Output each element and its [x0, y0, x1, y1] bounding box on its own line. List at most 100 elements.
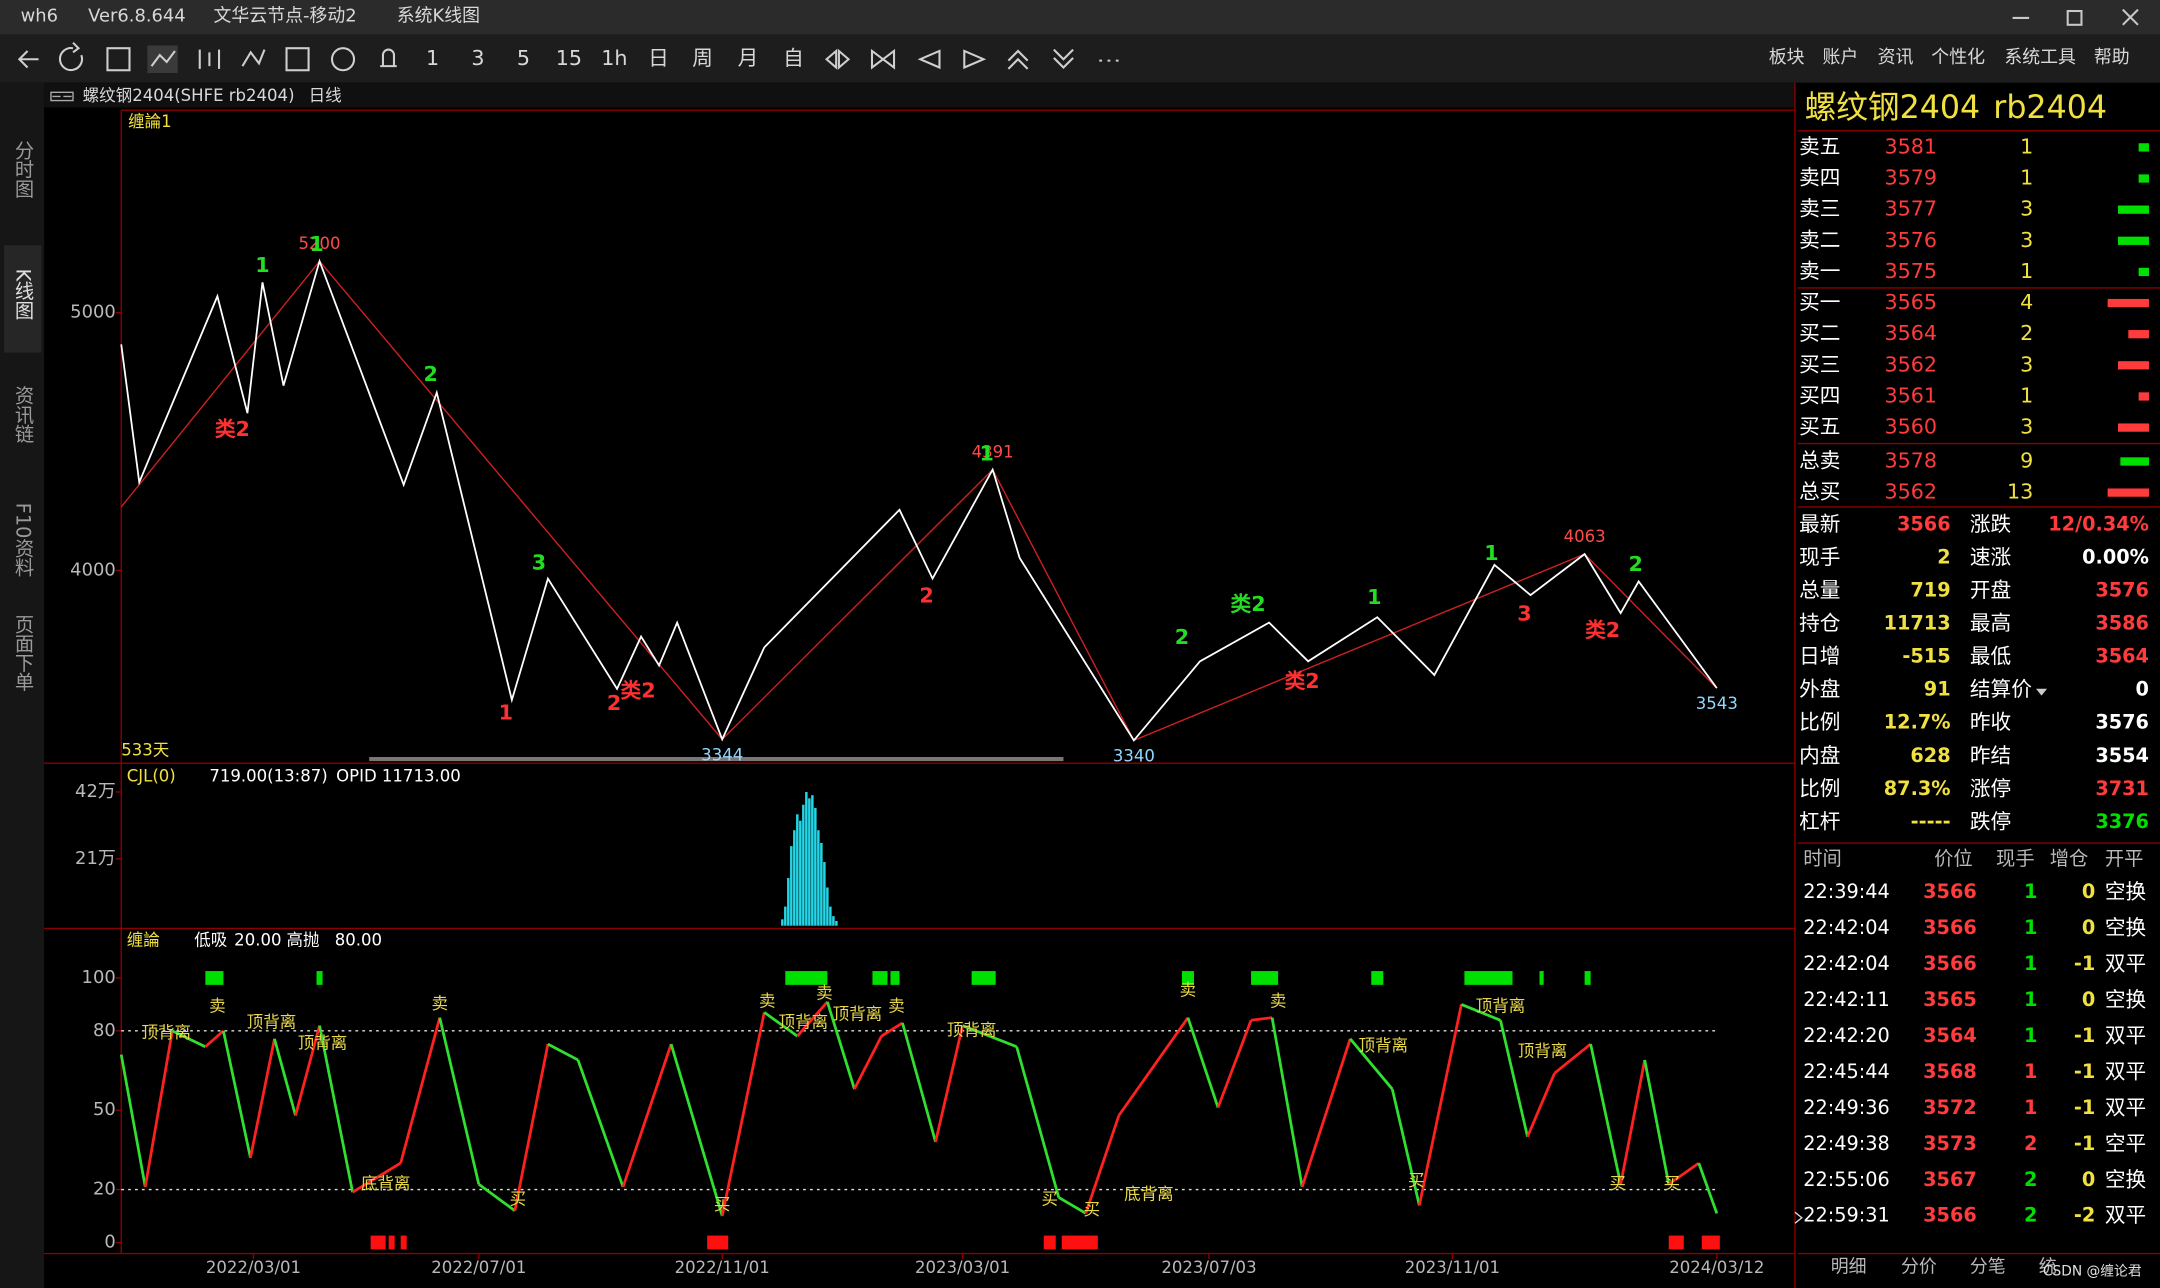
stat-label: 持仓: [1799, 611, 1841, 635]
toolbar-icons: [17, 41, 1119, 74]
book-price: 3562: [1884, 352, 1937, 376]
app-version: Ver6.8.644: [88, 6, 186, 27]
oscillator-segment: [318, 1025, 354, 1193]
alert-icon[interactable]: [380, 48, 397, 68]
left-icon[interactable]: [917, 49, 941, 70]
book-price: 3576: [1884, 228, 1937, 252]
book-qty: 3: [2020, 197, 2033, 221]
volume-bar: [823, 862, 826, 926]
menu-item[interactable]: 个性化: [1931, 47, 1985, 68]
menu-item[interactable]: 账户: [1822, 47, 1858, 68]
refresh-icon[interactable]: [58, 41, 83, 72]
price-line: [120, 260, 1718, 742]
indicator-select[interactable]: 缠論: [127, 930, 160, 949]
bottom-tab[interactable]: 分价: [1901, 1256, 1937, 1277]
oscillator-segment: [1270, 1017, 1304, 1188]
content: wh6 Ver6.8.644 文华云节点-移动2 系统K线图1 3 5 15 1h 日周月自板块…: [12, 6, 2149, 1279]
divergence-label: 卖: [759, 991, 776, 1010]
period-select[interactable]: 日线: [309, 86, 342, 105]
menu-item[interactable]: 板块: [1769, 47, 1805, 68]
side-tab[interactable]: K线图: [12, 269, 35, 320]
up-icon[interactable]: [1007, 49, 1029, 70]
period-button[interactable]: 1: [426, 46, 439, 70]
oscillator-segment: [621, 1043, 673, 1188]
divergence-label: 买: [714, 1195, 731, 1214]
close[interactable]: [2122, 8, 2139, 26]
cloud-icon[interactable]: [330, 47, 356, 72]
oscillator-segment: [171, 1029, 206, 1048]
period-button[interactable]: 周: [692, 46, 713, 70]
volume-bar: [799, 820, 802, 926]
y-tick-label: 20: [93, 1179, 116, 1200]
tick-price: 3566: [1923, 1204, 1977, 1227]
menu-item[interactable]: 资讯: [1878, 47, 1914, 68]
panel-borders: [44, 82, 2160, 1288]
x-tick-label: 2024/03/12: [1669, 1258, 1764, 1277]
book-qty: 1: [2020, 259, 2033, 283]
signal-zone: [1043, 1235, 1056, 1250]
book-qty: 4: [2020, 290, 2033, 314]
oscillator-segment: [576, 1059, 625, 1188]
menu-item[interactable]: 系统工具: [2004, 47, 2076, 68]
signal-zone: [971, 971, 996, 985]
bottom-tab[interactable]: 分笔: [1970, 1256, 2006, 1277]
divergence-label: 买: [1609, 1174, 1626, 1193]
instrument-name: 螺纹钢2404: [1805, 90, 1981, 126]
period-button[interactable]: 5: [517, 46, 530, 70]
period-button[interactable]: 日: [648, 46, 669, 70]
right-icon[interactable]: [963, 49, 987, 70]
tick-price: 3568: [1923, 1060, 1977, 1083]
signal-zone: [785, 971, 828, 985]
divergence-label: 买: [1084, 1200, 1101, 1219]
period-button[interactable]: 1h: [601, 46, 627, 70]
book-bar: [2117, 236, 2149, 245]
signal-label: 2: [919, 584, 933, 608]
side-tab[interactable]: 页面下单: [12, 614, 35, 691]
y-tick-label: 21万: [75, 848, 116, 869]
list-icon[interactable]: [106, 47, 131, 72]
order-icon[interactable]: [285, 47, 310, 72]
tick-hand: 1: [2024, 988, 2037, 1011]
down-icon[interactable]: [1053, 48, 1074, 69]
side-tab[interactable]: 资讯链: [12, 386, 35, 444]
period-button[interactable]: 月: [738, 46, 759, 70]
volume-bar: [832, 916, 835, 926]
kline-icon[interactable]: [150, 50, 176, 67]
indicator-name: CJL(0): [127, 766, 176, 785]
period-button[interactable]: 自: [783, 46, 804, 70]
book-price: 3565: [1884, 290, 1937, 314]
tick-type: 空换: [2105, 880, 2147, 904]
stat-value: 3376: [2095, 810, 2149, 833]
bottom-tab[interactable]: 明细: [1831, 1256, 1867, 1277]
book-bar: [2117, 361, 2149, 370]
indicator-select[interactable]: 缠論1: [128, 112, 172, 131]
divergence-label: 买: [1041, 1190, 1058, 1209]
period-button[interactable]: 15: [556, 46, 582, 70]
volume-bar: [805, 792, 808, 926]
oscillator-segment: [1619, 1059, 1647, 1185]
tick-time: 22:42:04: [1803, 916, 1890, 939]
stat-value: 719: [1910, 578, 1950, 601]
side-tab[interactable]: F10资料: [12, 503, 35, 577]
candle-icon[interactable]: [198, 49, 221, 69]
oscillator-segment: [273, 1038, 297, 1116]
trend-icon[interactable]: [241, 49, 266, 67]
stat-label: 比例: [1799, 710, 1840, 734]
pivot-label: 5200: [299, 234, 341, 253]
stat-value: 0.00%: [2082, 545, 2149, 568]
indicator-value: OPID 11713.00: [336, 766, 461, 785]
bottom-tab[interactable]: 统: [2039, 1256, 2057, 1277]
maximize[interactable]: [2066, 9, 2083, 26]
back-icon[interactable]: [17, 50, 39, 69]
period-button[interactable]: 3: [471, 46, 484, 70]
x-tick-label: 2022/03/01: [206, 1258, 301, 1277]
stat-value: 12.7%: [1884, 711, 1951, 734]
shrink-icon[interactable]: [870, 48, 896, 70]
side-tab[interactable]: 分时图: [12, 140, 35, 198]
menu-item[interactable]: 帮助: [2094, 47, 2130, 68]
divergence-label: 顶背离: [833, 1005, 883, 1024]
signal-zone: [1668, 1235, 1684, 1250]
x-tick-label: 2022/07/01: [431, 1258, 526, 1277]
y-tick-label: 50: [93, 1099, 116, 1120]
zoom-icon[interactable]: [824, 48, 851, 70]
